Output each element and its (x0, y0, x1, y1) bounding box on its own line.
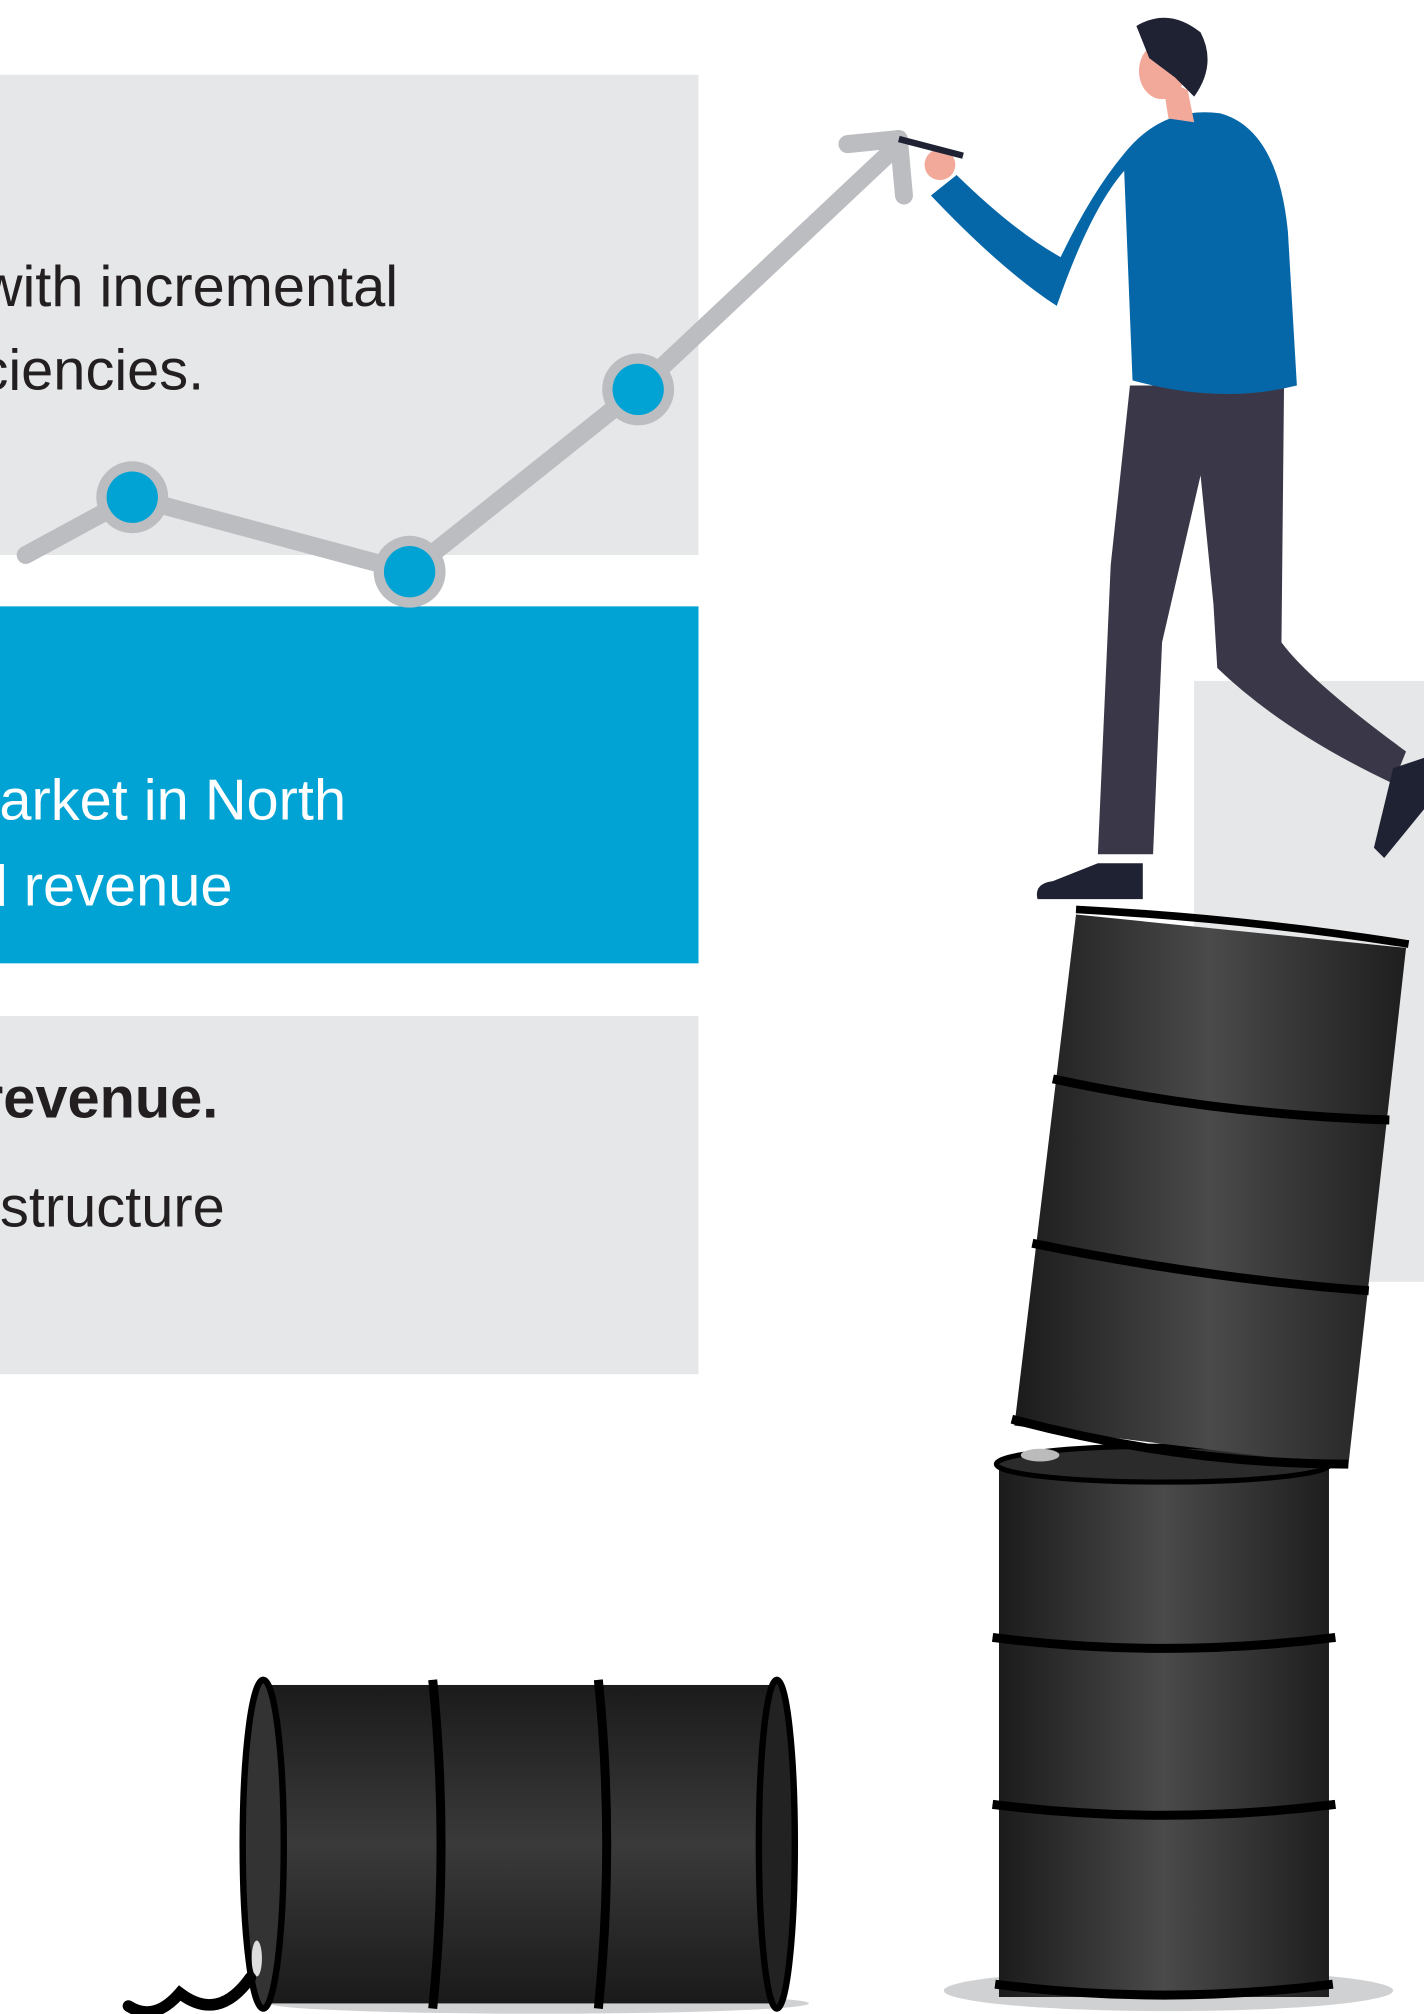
barrel-stack (944, 909, 1409, 2011)
panel-text: revenue. (0, 1066, 218, 1130)
panel-text: ciencies. (0, 338, 204, 402)
page: {"panels":[ {"lines":["with incremental"… (0, 0, 1424, 2014)
panel-text: d revenue (0, 855, 233, 919)
panel-text: with incremental (0, 255, 398, 319)
illustration: with incremental ciencies. market in Nor… (0, 0, 1424, 2014)
panel-text: structure (0, 1176, 225, 1240)
panel-text: market in North (0, 769, 346, 833)
fallen-barrel (128, 1680, 809, 2014)
